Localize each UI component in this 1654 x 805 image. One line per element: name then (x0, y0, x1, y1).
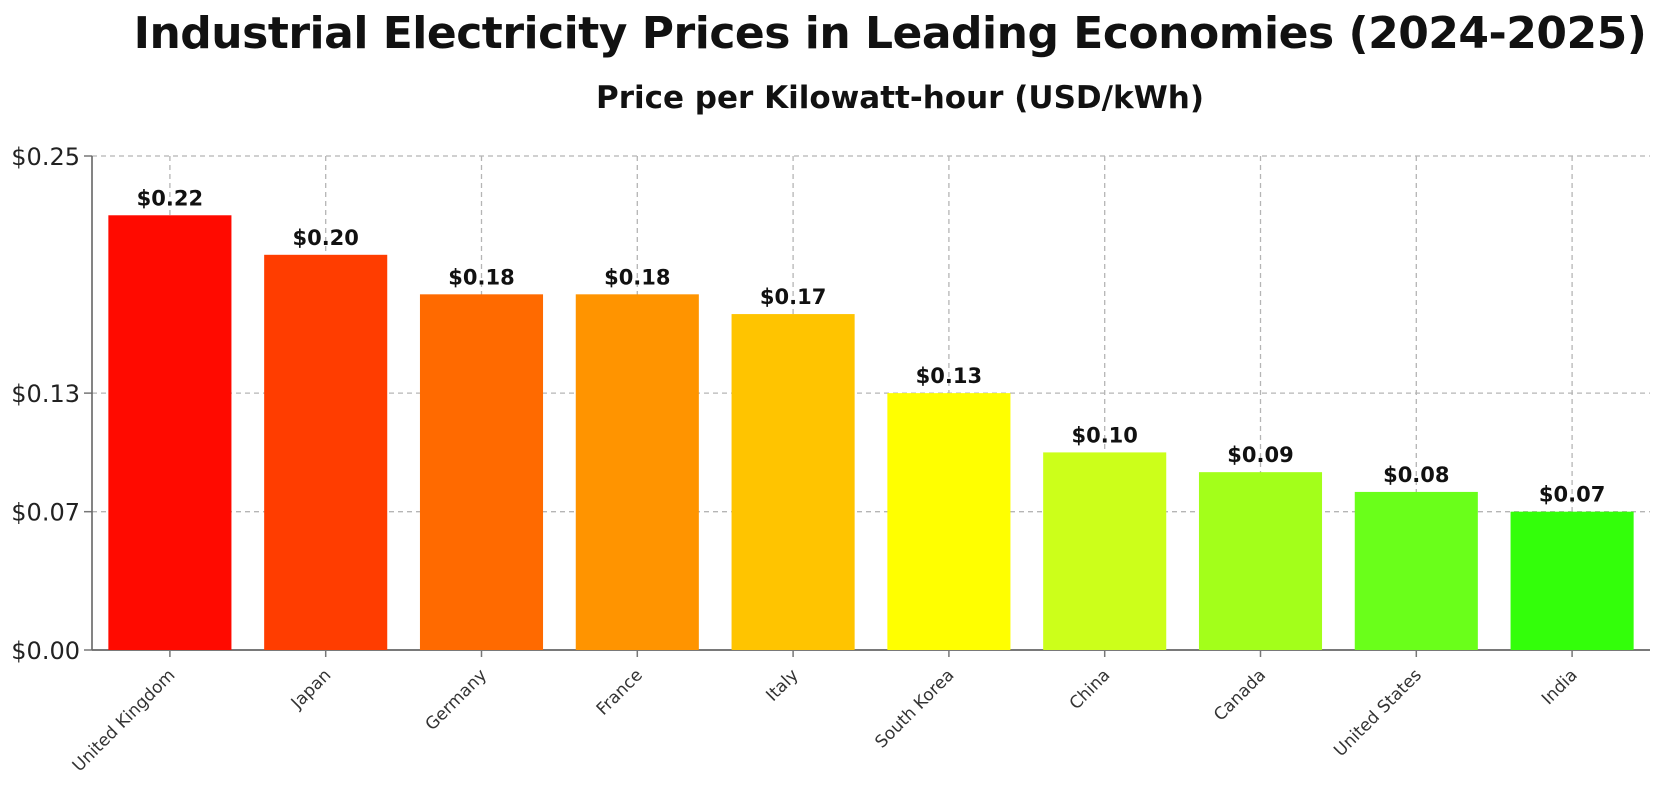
x-tick-label: United States (1330, 665, 1426, 761)
value-label: $0.10 (1071, 423, 1137, 447)
chart-title: Industrial Electricity Prices in Leading… (133, 8, 1647, 59)
bars (108, 215, 1634, 651)
bar (419, 294, 544, 650)
bar (731, 314, 855, 650)
value-label: $0.09 (1227, 443, 1293, 467)
x-tick-label: India (1538, 665, 1582, 709)
x-tick-label: Germany (422, 665, 491, 734)
value-labels: $0.22 $0.20 $0.18 $0.18 $0.17 $0.13 $0.10 $0.09… (137, 186, 1606, 506)
bar (1354, 491, 1478, 650)
value-label: $0.20 (292, 226, 358, 250)
y-tick-label: $0.13 (11, 380, 80, 408)
x-tick-label: Japan (287, 665, 335, 713)
x-tick-label: Italy (762, 665, 802, 705)
x-tick-label: France (593, 665, 647, 719)
value-label: $0.18 (448, 265, 514, 289)
value-label: $0.08 (1383, 463, 1449, 487)
y-tick-label: $0.25 (11, 143, 80, 171)
x-tick-label: China (1066, 665, 1114, 713)
value-label: $0.22 (137, 186, 203, 210)
y-tick-label: $0.07 (11, 499, 80, 527)
value-label: $0.13 (916, 364, 982, 388)
x-tick-labels: United Kingdom Japan Germany France Italy Sou… (69, 665, 1582, 776)
value-label: $0.18 (604, 265, 670, 289)
bar (264, 254, 388, 651)
x-tick-label: United Kingdom (69, 665, 180, 776)
x-tick-label: South Korea (871, 665, 958, 752)
bar (108, 215, 232, 650)
value-label: $0.17 (760, 285, 826, 309)
bar (1043, 452, 1167, 650)
value-label: $0.07 (1539, 483, 1605, 507)
y-tick-labels: $0.00 $0.07 $0.13 $0.25 (11, 143, 80, 665)
x-tick-label: Canada (1210, 665, 1270, 725)
bar (1510, 511, 1634, 650)
bar (887, 393, 1011, 650)
y-tick-label: $0.00 (11, 637, 80, 665)
bar (575, 294, 699, 650)
chart-subtitle: Price per Kilowatt-hour (USD/kWh) (595, 80, 1205, 116)
bar (1198, 472, 1323, 650)
